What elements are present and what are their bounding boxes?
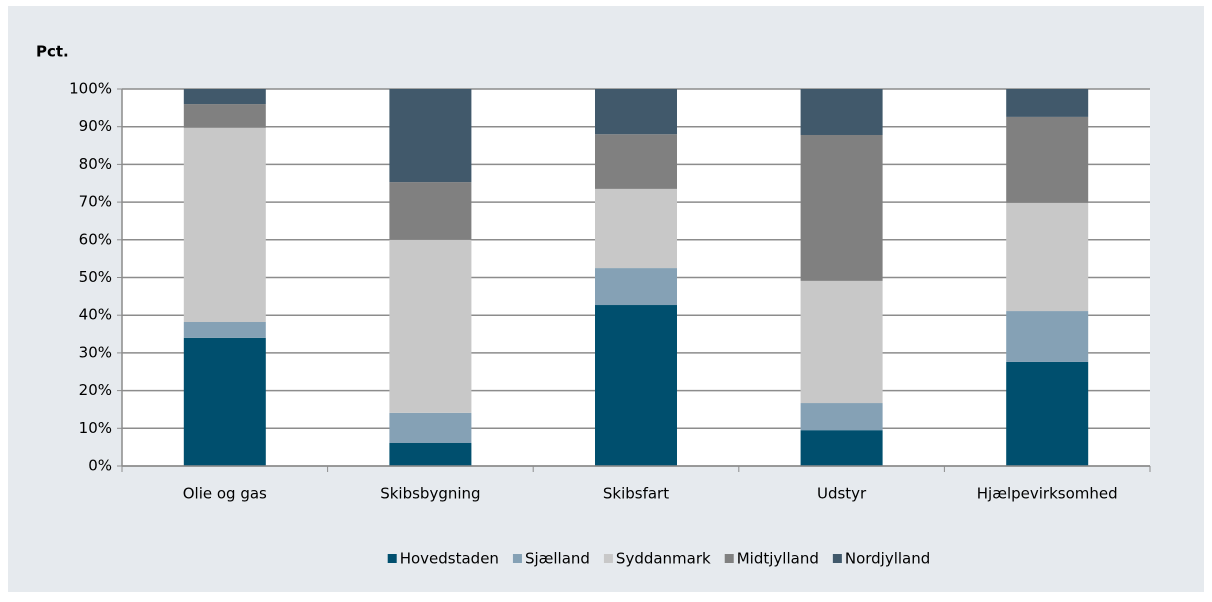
bar-segment [1006, 361, 1089, 466]
bar-segment [183, 127, 266, 322]
bar-segment [800, 430, 883, 466]
x-tick-label: Skibsbygning [380, 485, 480, 503]
bar-segment [183, 89, 266, 105]
y-tick-label: 60% [79, 230, 112, 248]
y-tick-label: 90% [79, 117, 112, 135]
chart-title: Pct. [36, 43, 69, 61]
legend-label: Hovedstaden [400, 550, 499, 568]
bar-segment [389, 89, 472, 183]
legend-swatch [603, 554, 613, 563]
bar-segment [800, 89, 883, 135]
bar-segment [595, 268, 677, 306]
y-tick-label: 70% [79, 193, 112, 211]
x-tick-label: Olie og gas [183, 485, 267, 503]
bar-segment [389, 412, 472, 444]
y-tick-label: 30% [79, 343, 112, 361]
x-tick-label: Udstyr [817, 485, 867, 503]
bar-segment [595, 134, 677, 189]
y-tick-label: 40% [79, 306, 112, 324]
legend-swatch [724, 554, 734, 563]
bar-segment [595, 188, 677, 269]
legend-label: Nordjylland [845, 550, 930, 568]
bar-segment [389, 239, 472, 413]
legend-swatch [832, 554, 842, 563]
bar-segment [1006, 89, 1089, 117]
legend-label: Midtjylland [737, 550, 819, 568]
legend-swatch [387, 554, 397, 563]
bar-segment [1006, 311, 1089, 362]
y-tick-label: 100% [69, 80, 112, 98]
bar-segment [183, 104, 266, 128]
bar-segment [595, 89, 677, 135]
y-tick-label: 10% [79, 419, 112, 437]
bar-segment [800, 134, 883, 281]
y-tick-label: 0% [88, 457, 112, 475]
bar-segment [1006, 116, 1089, 203]
bar-segment [389, 443, 472, 466]
bar-segment [800, 280, 883, 404]
bar-segment [800, 403, 883, 431]
bar-segment [183, 321, 266, 338]
legend-label: Syddanmark [616, 550, 711, 568]
bar-segment [389, 182, 472, 240]
bar-segment [595, 305, 677, 466]
y-tick-label: 80% [79, 155, 112, 173]
x-tick-label: Skibsfart [603, 485, 669, 503]
bar-segment [1006, 202, 1089, 312]
x-tick-label: Hjælpevirksomhed [977, 485, 1118, 503]
y-tick-label: 50% [79, 268, 112, 286]
legend-label: Sjælland [525, 550, 590, 568]
y-tick-label: 20% [79, 381, 112, 399]
bar-segment [183, 337, 266, 466]
legend-swatch [512, 554, 522, 563]
